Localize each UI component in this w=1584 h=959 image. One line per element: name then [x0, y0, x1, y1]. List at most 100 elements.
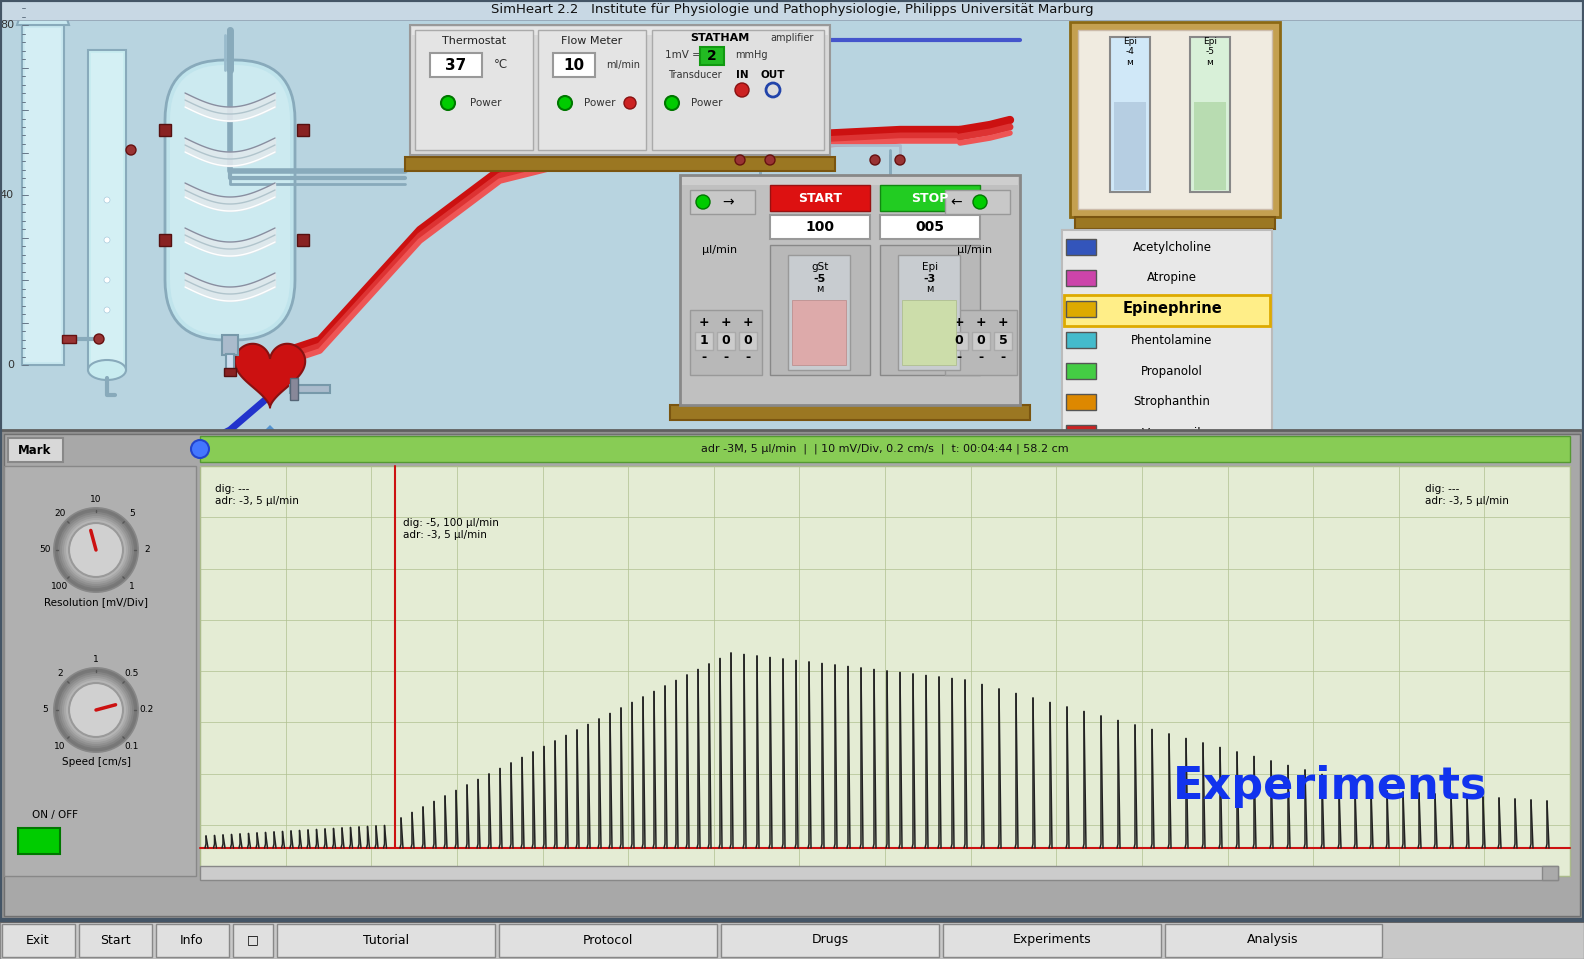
Text: 5: 5 [998, 335, 1007, 347]
Text: 1: 1 [93, 654, 98, 664]
Text: м: м [927, 284, 933, 294]
Bar [670, 405, 1030, 420]
Text: +: + [743, 316, 754, 330]
Bar [1194, 102, 1226, 190]
Text: 100: 100 [806, 220, 835, 234]
Text: Atropine: Atropine [1147, 271, 1198, 285]
Text: Info: Info [181, 933, 204, 947]
Circle shape [63, 518, 128, 582]
Text: ON / OFF: ON / OFF [32, 810, 78, 820]
Circle shape [93, 334, 105, 344]
FancyBboxPatch shape [169, 65, 290, 335]
Bar [881, 245, 980, 375]
Text: Strophanthin: Strophanthin [1134, 395, 1210, 409]
Circle shape [105, 197, 109, 203]
Text: 10: 10 [54, 741, 65, 751]
Bar [995, 332, 1012, 350]
Bar [1066, 270, 1096, 286]
Text: -5: -5 [814, 274, 827, 284]
Bar [1164, 924, 1381, 957]
Text: 37: 37 [445, 58, 467, 73]
Bar [1066, 394, 1096, 410]
Text: 0.2: 0.2 [139, 706, 154, 714]
Circle shape [895, 155, 904, 165]
Bar [1071, 22, 1280, 217]
Text: -: - [724, 350, 729, 363]
Text: dig: ---
adr: -3, 5 μl/min: dig: --- adr: -3, 5 μl/min [1426, 484, 1510, 505]
Bar [406, 157, 835, 171]
Ellipse shape [89, 360, 127, 380]
Bar [700, 47, 724, 65]
Text: -: - [702, 350, 706, 363]
Circle shape [70, 523, 124, 577]
Text: Thermostat: Thermostat [442, 36, 505, 46]
Circle shape [68, 522, 124, 578]
Bar [901, 300, 957, 365]
Bar [17, 828, 60, 854]
Text: STATHAM: STATHAM [691, 33, 749, 43]
Bar [1066, 239, 1096, 255]
Bar [881, 215, 980, 239]
Bar [5, 466, 196, 876]
Text: +: + [998, 316, 1009, 330]
Text: Drugs: Drugs [811, 933, 849, 947]
Text: □: □ [247, 933, 258, 947]
Text: 100: 100 [51, 581, 68, 591]
Text: IN: IN [735, 70, 748, 80]
Bar [942, 924, 1161, 957]
Text: amplifier: amplifier [770, 33, 813, 43]
Bar [553, 53, 596, 77]
Bar [200, 466, 1570, 876]
Circle shape [52, 667, 139, 753]
Bar [1114, 102, 1145, 190]
Circle shape [765, 155, 775, 165]
Text: Start: Start [100, 933, 130, 947]
Text: START: START [798, 192, 843, 204]
Circle shape [55, 670, 136, 750]
FancyBboxPatch shape [165, 60, 295, 340]
Text: ←: ← [950, 195, 961, 209]
Text: 1: 1 [700, 335, 708, 347]
Bar [1190, 37, 1231, 192]
Bar [792, 300, 846, 365]
Bar [90, 53, 124, 367]
Bar [1079, 30, 1272, 209]
Text: Phentolamine: Phentolamine [1131, 334, 1213, 346]
Bar [1110, 37, 1150, 192]
Polygon shape [234, 343, 306, 408]
Circle shape [52, 507, 139, 593]
Bar [691, 190, 756, 214]
Text: Exit: Exit [27, 933, 49, 947]
Polygon shape [17, 10, 70, 25]
Text: 0.1: 0.1 [125, 741, 139, 751]
Text: Epi
-4
м: Epi -4 м [1123, 37, 1137, 67]
Bar [881, 185, 980, 211]
Text: 2: 2 [57, 669, 63, 678]
Circle shape [192, 440, 209, 458]
Bar [277, 924, 494, 957]
Bar [412, 27, 828, 35]
Circle shape [68, 682, 124, 738]
Text: 2: 2 [706, 49, 718, 63]
Text: ml/min: ml/min [607, 60, 640, 70]
Text: gSt: gSt [811, 262, 828, 272]
Circle shape [440, 96, 455, 110]
Text: μl/min: μl/min [957, 245, 993, 255]
Text: Mark: Mark [19, 443, 52, 456]
Text: Experiments: Experiments [1012, 933, 1091, 947]
Bar [5, 434, 1579, 916]
Circle shape [558, 96, 572, 110]
Bar [1066, 301, 1096, 317]
Bar [770, 245, 870, 375]
Text: STOP: STOP [911, 192, 949, 204]
Bar [8, 438, 63, 462]
Text: Resolution [mV/Div]: Resolution [mV/Div] [44, 597, 147, 607]
Text: -: - [1001, 350, 1006, 363]
Text: Speed [cm/s]: Speed [cm/s] [62, 757, 130, 767]
Bar [770, 215, 870, 239]
Text: 0: 0 [743, 335, 752, 347]
Bar [200, 436, 1570, 462]
Circle shape [62, 676, 130, 744]
Text: Propanolol: Propanolol [1140, 364, 1202, 378]
Text: 0.5: 0.5 [125, 669, 139, 678]
